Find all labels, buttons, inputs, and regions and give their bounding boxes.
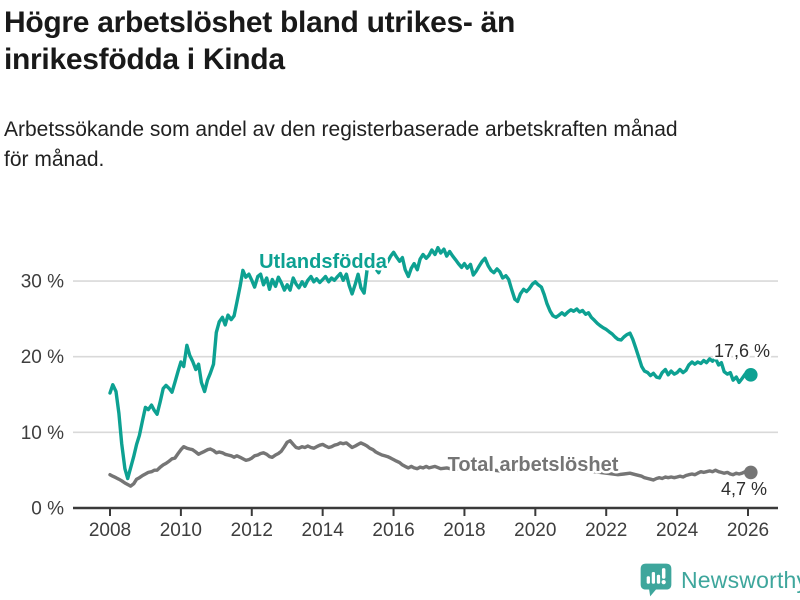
y-axis-tick-label: 30 % (21, 272, 64, 293)
x-axis-tick-label: 2014 (302, 520, 345, 541)
newsworthy-logo: Newsworthy (639, 562, 800, 598)
y-axis-tick-label: 20 % (21, 347, 64, 368)
line-chart: 0 % 10 % 20 % 30 % 2008 2010 2012 2014 2016 2018 2… (21, 246, 778, 541)
subtitle-line-2: för månad. (4, 148, 105, 172)
x-axis-tick-label: 2010 (160, 520, 202, 541)
page-title: Högre arbetslöshet bland utrikes- än inr… (4, 4, 684, 78)
x-axis-tick-label: 2008 (89, 520, 131, 541)
x-axis-tick-label: 2016 (372, 520, 414, 541)
series-label-utlandsfodda: Utlandsfödda (259, 251, 388, 273)
x-axis-tick-label: 2018 (443, 520, 485, 541)
end-value-label-utlandsfodda: 17,6 % (714, 341, 770, 361)
title-line-2: inrikesfödda i Kinda (4, 43, 285, 77)
newsworthy-speech-bubble-bar-chart-icon (640, 563, 672, 597)
series-end-dot-1 (744, 465, 758, 480)
title-line-1: Högre arbetslöshet bland utrikes- än (4, 6, 515, 39)
x-axis-tick-label: 2022 (585, 520, 627, 541)
series-end-dot-0 (744, 368, 758, 382)
brand-name: Newsworthy (681, 566, 800, 593)
axes-and-gridlines: 0 % 10 % 20 % 30 % 2008 2010 2012 2014 2016 2018 2… (21, 272, 778, 541)
series-label-total-arbetsloshet: Total arbetslöshet (448, 454, 619, 476)
series-lines (108, 246, 758, 488)
y-axis-tick-label: 0 % (31, 499, 64, 520)
end-value-label-total: 4,7 % (721, 479, 767, 499)
series-line-0 (108, 246, 753, 481)
subtitle-line-1: Arbetssökande som andel av den registerb… (4, 118, 678, 141)
chart-subtitle: Arbetssökande som andel av den registerb… (4, 115, 784, 175)
x-axis-tick-label: 2012 (231, 520, 273, 541)
x-axis-tick-label: 2026 (727, 520, 769, 541)
x-axis-tick-label: 2020 (514, 520, 556, 541)
x-axis-tick-label: 2024 (656, 520, 699, 541)
series-line-1 (108, 439, 753, 488)
y-axis-tick-label: 10 % (21, 423, 64, 444)
